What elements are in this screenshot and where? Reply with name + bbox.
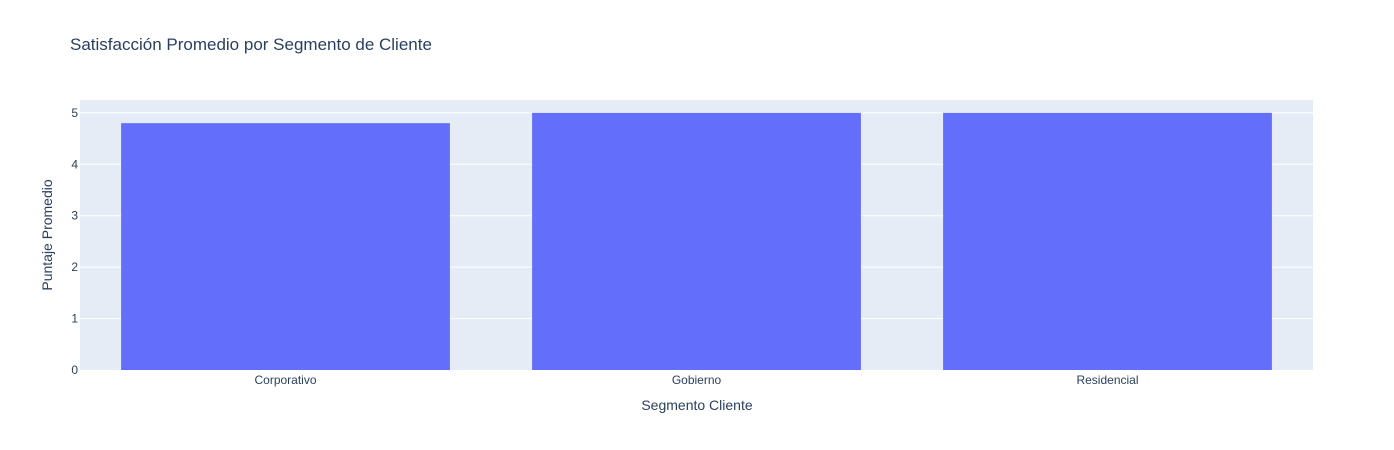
bar-gobierno[interactable] [532,112,861,370]
bar-corporativo[interactable] [121,123,450,371]
x-axis-title: Segmento Cliente [641,397,753,413]
x-tick-label: Residencial [1076,373,1138,387]
y-tick-label: 3 [71,209,78,223]
y-tick-label: 4 [71,157,78,171]
y-tick-label: 5 [71,106,78,120]
y-axis-ticks: 0 1 2 3 4 5 [71,106,78,377]
y-tick-label: 0 [71,363,78,377]
chart-title: Satisfacción Promedio por Segmento de Cl… [70,35,432,54]
plot-area [80,100,1313,371]
y-tick-label: 1 [71,312,78,326]
x-axis-ticks: Corporativo Gobierno Residencial [254,373,1138,387]
x-tick-label: Gobierno [672,373,722,387]
bars [121,112,1272,371]
y-tick-label: 2 [71,260,78,274]
x-tick-label: Corporativo [254,373,316,387]
bar-residencial[interactable] [943,112,1272,370]
y-axis-title: Puntaje Promedio [39,179,55,291]
